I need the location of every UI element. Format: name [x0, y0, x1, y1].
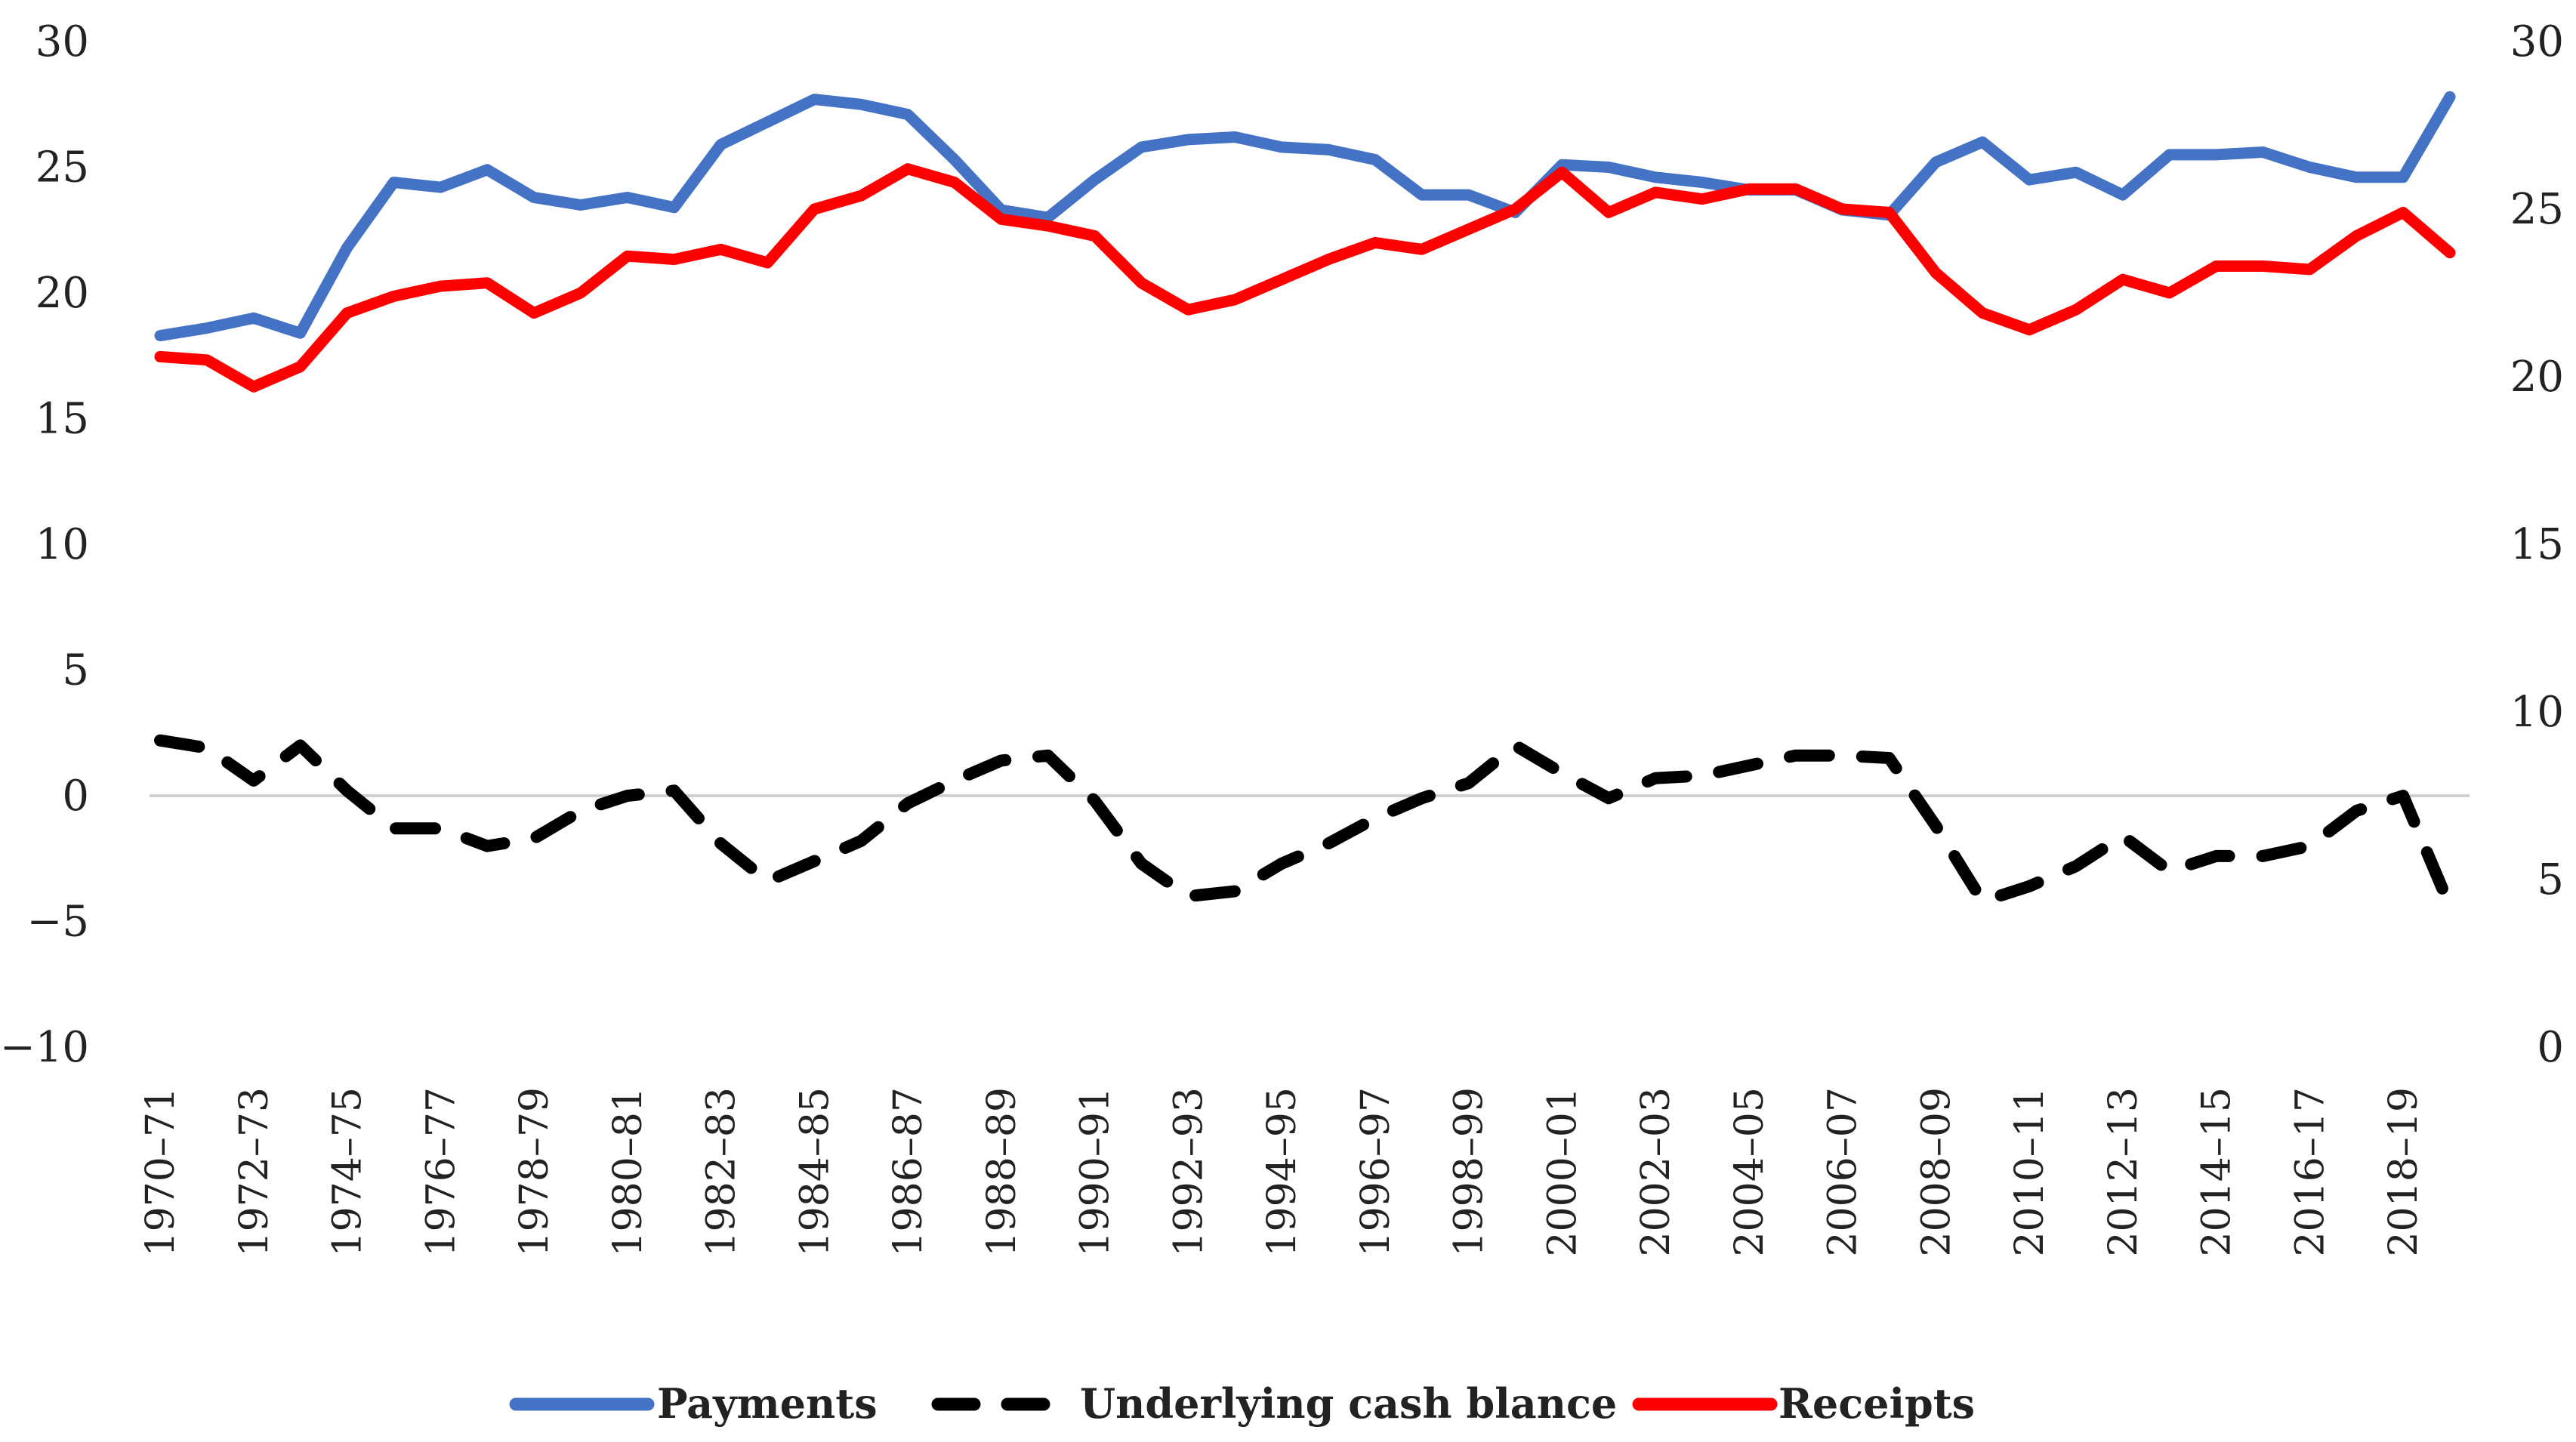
legend-label: Receipts	[1779, 1379, 1975, 1428]
x-tick-label: 2018–19	[2381, 1087, 2426, 1257]
left-axis: −10 −5 0 5 10 15 20 25 30	[0, 17, 89, 1072]
x-tick-label: 1994–95	[1260, 1087, 1305, 1257]
x-tick-label: 1976–77	[418, 1087, 464, 1257]
right-tick-label: 5	[2537, 855, 2564, 904]
left-tick-label: 0	[62, 772, 89, 821]
x-tick-label: 1982–83	[699, 1087, 745, 1257]
x-tick-label: 2002–03	[1634, 1087, 1679, 1257]
left-tick-label: 30	[35, 17, 89, 66]
x-tick-label: 1992–93	[1166, 1087, 1211, 1257]
right-tick-label: 30	[2510, 17, 2564, 66]
left-tick-label: −5	[26, 898, 89, 947]
series-line-underlying-cash-blance	[154, 734, 2456, 913]
left-tick-label: 10	[35, 520, 89, 569]
left-tick-label: 25	[35, 143, 89, 193]
x-tick-label: 1972–73	[232, 1087, 277, 1257]
left-tick-label: 15	[35, 395, 89, 444]
left-tick-label: −10	[0, 1023, 89, 1072]
series-line-receipts	[154, 163, 2456, 393]
x-tick-label: 1980–81	[606, 1087, 651, 1257]
x-tick-label: 1998–99	[1447, 1087, 1492, 1257]
right-tick-label: 15	[2510, 520, 2564, 569]
series-layer	[154, 91, 2456, 913]
x-tick-label: 2006–07	[1821, 1087, 1866, 1257]
x-tick-label: 2000–01	[1540, 1087, 1585, 1257]
right-tick-label: 25	[2510, 185, 2564, 234]
left-tick-label: 5	[62, 646, 89, 695]
x-tick-label: 2008–09	[1914, 1087, 1959, 1257]
x-tick-label: 1990–91	[1073, 1087, 1118, 1257]
x-tick-label: 2012–13	[2101, 1087, 2146, 1257]
right-tick-label: 10	[2510, 688, 2564, 737]
x-axis: 1970–71 1972–73 1974–75 1976–77 1978–79 1980–…	[138, 1087, 2426, 1257]
legend-label: Payments	[657, 1379, 878, 1428]
legend-label: Underlying cash blance	[1080, 1379, 1617, 1428]
x-tick-label: 1974–75	[325, 1087, 371, 1257]
x-tick-label: 1978–79	[512, 1087, 557, 1257]
x-tick-label: 1988–89	[979, 1087, 1025, 1257]
series-line-payments	[154, 91, 2456, 342]
left-tick-label: 20	[35, 269, 89, 318]
right-axis: 0 5 10 15 20 25 30	[2510, 17, 2564, 1072]
x-tick-label: 2004–05	[1727, 1087, 1772, 1257]
legend: Payments Underlying cash blance Receipts	[509, 1379, 1975, 1428]
right-tick-label: 20	[2510, 353, 2564, 402]
x-tick-label: 1984–85	[792, 1087, 838, 1257]
x-tick-label: 1996–97	[1353, 1087, 1399, 1257]
x-tick-label: 2016–17	[2288, 1087, 2333, 1257]
x-tick-label: 1970–71	[138, 1087, 184, 1257]
x-tick-label: 2014–15	[2195, 1087, 2240, 1257]
right-tick-label: 0	[2537, 1023, 2564, 1072]
x-tick-label: 2010–11	[2007, 1087, 2053, 1257]
x-tick-label: 1986–87	[886, 1087, 931, 1257]
